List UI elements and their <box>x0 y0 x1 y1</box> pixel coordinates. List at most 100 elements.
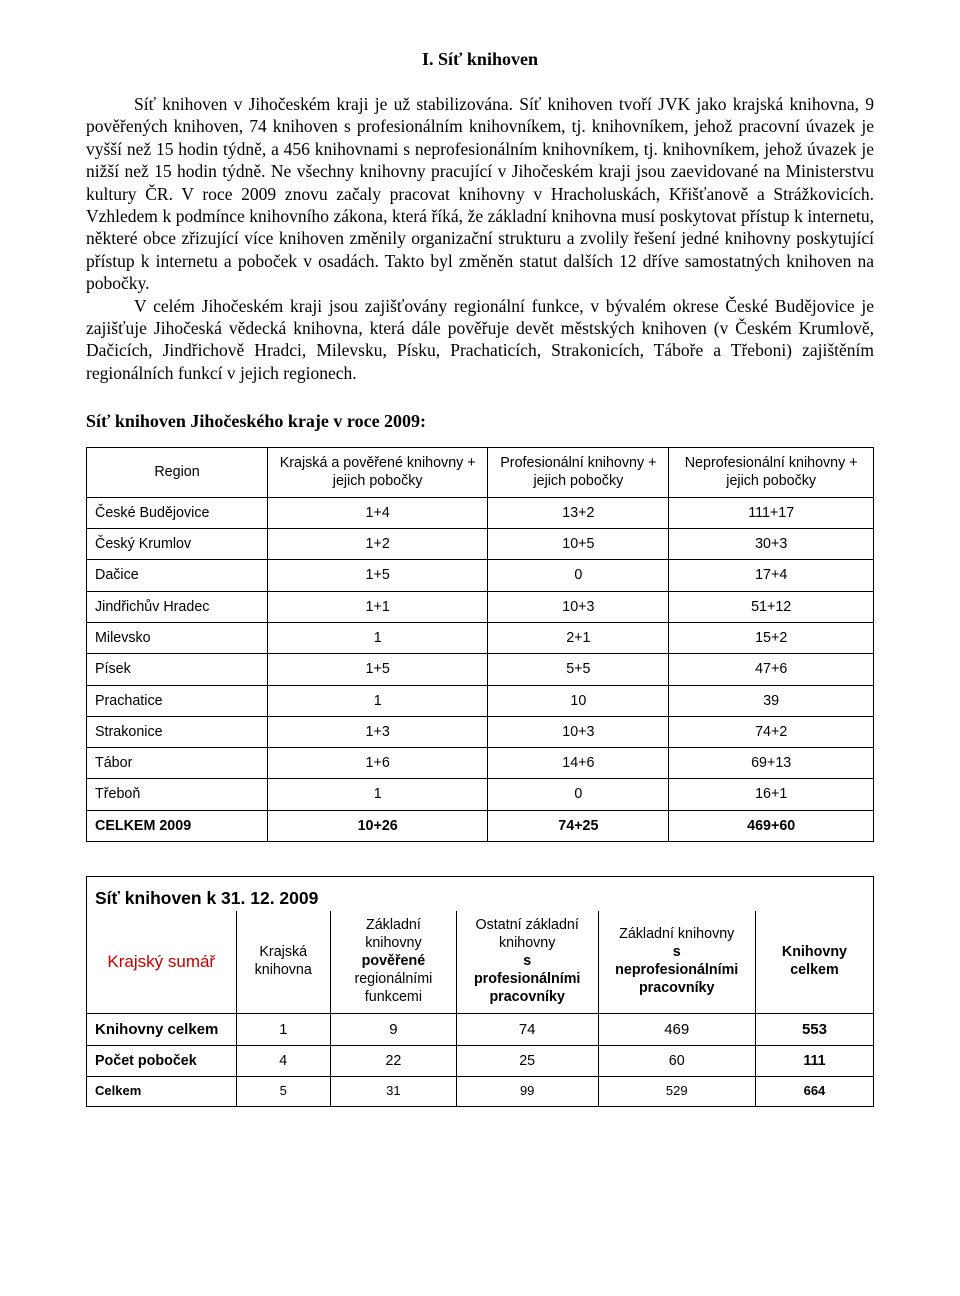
cell-value: 529 <box>598 1077 755 1107</box>
cell-value: 30+3 <box>669 529 874 560</box>
paragraph-2: V celém Jihočeském kraji jsou zajišťován… <box>86 295 874 385</box>
cell-region: Strakonice <box>87 716 268 747</box>
th-c: Neprofesionální knihovny + jejich pobočk… <box>669 448 874 498</box>
cell-value: 10+3 <box>488 591 669 622</box>
cell-value: 1+4 <box>268 497 488 528</box>
cell-value: 25 <box>456 1045 598 1076</box>
cell-region: České Budějovice <box>87 497 268 528</box>
cell-value: 1+1 <box>268 591 488 622</box>
cell-rowhead: Počet poboček <box>87 1045 237 1076</box>
table-regions: Region Krajská a pověřené knihovny + jej… <box>86 447 874 842</box>
cell-value: 17+4 <box>669 560 874 591</box>
t2-th-4-text: Knihovny celkem <box>782 944 847 978</box>
cell-value: 1 <box>268 779 488 810</box>
table-summary: Síť knihoven k 31. 12. 2009 Krajský sumá… <box>86 876 874 1107</box>
t2-th-2: Ostatní základníknihovnysprofesionálními… <box>456 911 598 1013</box>
cell-value: 1 <box>236 1013 330 1045</box>
cell-value: 0 <box>488 779 669 810</box>
table-header-row: Region Krajská a pověřené knihovny + jej… <box>87 448 874 498</box>
table-row: Počet poboček4222560111 <box>87 1045 874 1076</box>
t2-th-1: Základníknihovnypověřenéregionálnímifunk… <box>330 911 456 1013</box>
cell-value: 1+5 <box>268 654 488 685</box>
cell-value: 10+26 <box>268 810 488 841</box>
paragraph-1: Síť knihoven v Jihočeském kraji je už st… <box>86 93 874 295</box>
page-title: I. Síť knihoven <box>86 48 874 71</box>
cell-value: 5 <box>236 1077 330 1107</box>
table-row: Písek1+55+547+6 <box>87 654 874 685</box>
cell-value: 10+5 <box>488 529 669 560</box>
cell-value: 111 <box>755 1045 873 1076</box>
cell-value: 1+5 <box>268 560 488 591</box>
t2-th-4: Knihovny celkem <box>755 911 873 1013</box>
cell-rowhead: Knihovny celkem <box>87 1013 237 1045</box>
cell-value: 39 <box>669 685 874 716</box>
table1-body: České Budějovice1+413+2111+17Český Kruml… <box>87 497 874 841</box>
table-row: České Budějovice1+413+2111+17 <box>87 497 874 528</box>
table-row: Milevsko12+115+2 <box>87 622 874 653</box>
cell-region: Prachatice <box>87 685 268 716</box>
cell-region: Tábor <box>87 748 268 779</box>
table-total-row: CELKEM 200910+2674+25469+60 <box>87 810 874 841</box>
cell-value: 0 <box>488 560 669 591</box>
table-row: Třeboň1016+1 <box>87 779 874 810</box>
cell-value: 16+1 <box>669 779 874 810</box>
cell-region: Jindřichův Hradec <box>87 591 268 622</box>
th-b: Profesionální knihovny + jejich pobočky <box>488 448 669 498</box>
table2-header-row: Krajský sumář Krajská knihovna Základník… <box>87 911 874 1013</box>
table-row: Tábor1+614+669+13 <box>87 748 874 779</box>
cell-value: 14+6 <box>488 748 669 779</box>
table2-body: Knihovny celkem1974469553Počet poboček42… <box>87 1013 874 1106</box>
t2-th-0: Krajská knihovna <box>236 911 330 1013</box>
cell-value: 10 <box>488 685 669 716</box>
cell-value: 664 <box>755 1077 873 1107</box>
t2-th-0-text: Krajská knihovna <box>255 944 312 978</box>
cell-value: 15+2 <box>669 622 874 653</box>
cell-value: 1+6 <box>268 748 488 779</box>
table2-caption: Síť knihoven k 31. 12. 2009 <box>87 877 874 912</box>
cell-value: 4 <box>236 1045 330 1076</box>
cell-region: Třeboň <box>87 779 268 810</box>
cell-value: 99 <box>456 1077 598 1107</box>
cell-region: Milevsko <box>87 622 268 653</box>
cell-value: 9 <box>330 1013 456 1045</box>
cell-value: 10+3 <box>488 716 669 747</box>
cell-value: 74 <box>456 1013 598 1045</box>
cell-value: 31 <box>330 1077 456 1107</box>
cell-value: 111+17 <box>669 497 874 528</box>
subheading: Síť knihoven Jihočeského kraje v roce 20… <box>86 410 874 433</box>
cell-value: 469+60 <box>669 810 874 841</box>
cell-rowhead: Celkem <box>87 1077 237 1107</box>
cell-value: 74+2 <box>669 716 874 747</box>
table-row: Dačice1+5017+4 <box>87 560 874 591</box>
cell-value: 69+13 <box>669 748 874 779</box>
table-row: Český Krumlov1+210+530+3 <box>87 529 874 560</box>
table2-caption-row: Síť knihoven k 31. 12. 2009 <box>87 877 874 912</box>
cell-value: 2+1 <box>488 622 669 653</box>
cell-region: Písek <box>87 654 268 685</box>
th-region: Region <box>87 448 268 498</box>
cell-region: Dačice <box>87 560 268 591</box>
cell-region: CELKEM 2009 <box>87 810 268 841</box>
cell-value: 1 <box>268 685 488 716</box>
cell-region: Český Krumlov <box>87 529 268 560</box>
t2-th-3: Základní knihovnysneprofesionálnímipraco… <box>598 911 755 1013</box>
table-row: Knihovny celkem1974469553 <box>87 1013 874 1045</box>
cell-value: 1 <box>268 622 488 653</box>
cell-value: 22 <box>330 1045 456 1076</box>
cell-value: 1+3 <box>268 716 488 747</box>
cell-value: 74+25 <box>488 810 669 841</box>
cell-value: 5+5 <box>488 654 669 685</box>
table-row: Celkem53199529664 <box>87 1077 874 1107</box>
cell-value: 60 <box>598 1045 755 1076</box>
cell-value: 469 <box>598 1013 755 1045</box>
cell-value: 553 <box>755 1013 873 1045</box>
t2-th-1-l1: Základníknihovnypověřenéregionálnímifunk… <box>354 917 432 1004</box>
t2-th-3-l1: Základní knihovnysneprofesionálnímipraco… <box>615 926 738 996</box>
cell-value: 51+12 <box>669 591 874 622</box>
table-row: Jindřichův Hradec1+110+351+12 <box>87 591 874 622</box>
th-a: Krajská a pověřené knihovny + jejich pob… <box>268 448 488 498</box>
table-row: Strakonice1+310+374+2 <box>87 716 874 747</box>
table-row: Prachatice11039 <box>87 685 874 716</box>
cell-value: 1+2 <box>268 529 488 560</box>
cell-value: 47+6 <box>669 654 874 685</box>
